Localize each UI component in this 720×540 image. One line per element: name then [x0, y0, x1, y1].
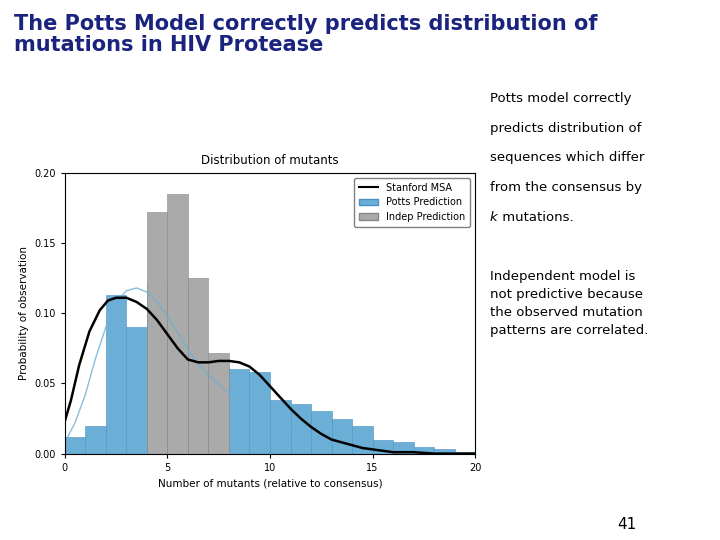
Text: predicts distribution of: predicts distribution of — [490, 122, 641, 134]
X-axis label: Number of mutants (relative to consensus): Number of mutants (relative to consensus… — [158, 478, 382, 488]
Bar — [352, 426, 373, 454]
Bar — [393, 442, 413, 454]
Bar — [188, 362, 208, 454]
Bar — [209, 353, 229, 454]
Legend: Stanford MSA, Potts Prediction, Indep Prediction: Stanford MSA, Potts Prediction, Indep Pr… — [354, 178, 470, 227]
Bar — [106, 295, 127, 454]
Bar — [188, 278, 208, 454]
Bar — [434, 449, 454, 454]
Bar — [270, 400, 290, 454]
Bar — [249, 372, 270, 454]
Bar — [127, 327, 147, 454]
Bar — [147, 284, 167, 454]
Bar — [373, 440, 393, 454]
Bar — [167, 284, 188, 454]
Bar — [167, 194, 188, 454]
Bar — [65, 437, 85, 454]
Bar — [85, 426, 106, 454]
Bar — [331, 418, 352, 454]
Bar — [229, 369, 249, 454]
Bar — [311, 411, 331, 454]
Bar — [209, 367, 229, 454]
Bar — [290, 404, 311, 454]
Text: Potts model correctly: Potts model correctly — [490, 92, 631, 105]
Text: from the consensus by: from the consensus by — [490, 181, 642, 194]
Bar — [147, 212, 167, 454]
Text: mutations in HIV Protease: mutations in HIV Protease — [14, 35, 324, 55]
Text: Independent model is
not predictive because
the observed mutation
patterns are c: Independent model is not predictive beca… — [490, 270, 648, 337]
Text: The Potts Model correctly predicts distribution of: The Potts Model correctly predicts distr… — [14, 14, 598, 33]
Text: 41: 41 — [617, 517, 636, 532]
Text: sequences which differ: sequences which differ — [490, 151, 644, 164]
Text: k: k — [490, 211, 498, 224]
Text: mutations.: mutations. — [498, 211, 574, 224]
Bar — [413, 447, 434, 454]
Title: Distribution of mutants: Distribution of mutants — [201, 154, 339, 167]
Bar — [455, 452, 475, 454]
Y-axis label: Probability of observation: Probability of observation — [19, 246, 29, 380]
